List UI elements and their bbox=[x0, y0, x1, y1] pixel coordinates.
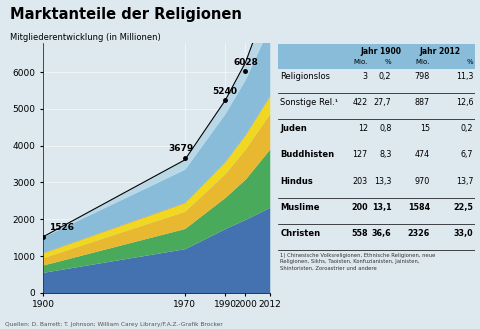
Text: 1526: 1526 bbox=[49, 223, 74, 232]
Text: 33,0: 33,0 bbox=[454, 229, 473, 238]
Text: 887: 887 bbox=[415, 98, 430, 107]
Text: 22,5: 22,5 bbox=[453, 203, 473, 212]
Text: 7052: 7052 bbox=[0, 328, 1, 329]
Text: Hindus: Hindus bbox=[280, 177, 313, 186]
Text: 13,1: 13,1 bbox=[372, 203, 392, 212]
Text: Religionslos: Religionslos bbox=[280, 71, 330, 81]
Text: Mio.: Mio. bbox=[353, 59, 368, 65]
Text: Marktanteile der Religionen: Marktanteile der Religionen bbox=[10, 7, 241, 22]
Text: Buddhisten: Buddhisten bbox=[280, 150, 334, 159]
Text: %: % bbox=[385, 59, 392, 65]
Text: Mitgliederentwicklung (in Millionen): Mitgliederentwicklung (in Millionen) bbox=[10, 33, 160, 42]
Text: 970: 970 bbox=[415, 177, 430, 186]
Text: 27,7: 27,7 bbox=[374, 98, 392, 107]
Text: 0,8: 0,8 bbox=[379, 124, 392, 133]
Text: 12: 12 bbox=[358, 124, 368, 133]
Text: Mio.: Mio. bbox=[416, 59, 430, 65]
Text: Juden: Juden bbox=[280, 124, 307, 133]
Text: 798: 798 bbox=[415, 71, 430, 81]
Text: 11,3: 11,3 bbox=[456, 71, 473, 81]
Text: 15: 15 bbox=[420, 124, 430, 133]
Text: 474: 474 bbox=[415, 150, 430, 159]
Text: 558: 558 bbox=[351, 229, 368, 238]
Text: 203: 203 bbox=[353, 177, 368, 186]
Text: 6,7: 6,7 bbox=[461, 150, 473, 159]
Text: Quellen: D. Barrett; T. Johnson; William Carey Library/F.A.Z.-Grafik Brocker: Quellen: D. Barrett; T. Johnson; William… bbox=[5, 322, 223, 327]
Text: 13,7: 13,7 bbox=[456, 177, 473, 186]
Text: 200: 200 bbox=[351, 203, 368, 212]
FancyBboxPatch shape bbox=[278, 44, 475, 69]
Text: 2326: 2326 bbox=[408, 229, 430, 238]
Text: Sonstige Rel.¹: Sonstige Rel.¹ bbox=[280, 98, 338, 107]
Text: 13,3: 13,3 bbox=[374, 177, 392, 186]
Text: 1) Chinesische Volksreligionen, Ethnische Religionen, neue
Religionen, Sikhs, Ta: 1) Chinesische Volksreligionen, Ethnisch… bbox=[280, 253, 435, 271]
Text: 0,2: 0,2 bbox=[379, 71, 392, 81]
Text: 8,3: 8,3 bbox=[379, 150, 392, 159]
Text: 0,2: 0,2 bbox=[461, 124, 473, 133]
Text: Christen: Christen bbox=[280, 229, 320, 238]
Text: Jahr 1900: Jahr 1900 bbox=[360, 46, 401, 56]
Text: 3679: 3679 bbox=[168, 144, 193, 153]
Text: Muslime: Muslime bbox=[280, 203, 320, 212]
Text: 1584: 1584 bbox=[408, 203, 430, 212]
Text: 5240: 5240 bbox=[213, 87, 238, 96]
Text: %: % bbox=[467, 59, 473, 65]
Text: 3: 3 bbox=[363, 71, 368, 81]
Text: 36,6: 36,6 bbox=[372, 229, 392, 238]
Text: 12,6: 12,6 bbox=[456, 98, 473, 107]
Text: 422: 422 bbox=[353, 98, 368, 107]
Text: Jahr 2012: Jahr 2012 bbox=[419, 46, 460, 56]
Text: 127: 127 bbox=[353, 150, 368, 159]
Text: 6028: 6028 bbox=[233, 58, 258, 67]
